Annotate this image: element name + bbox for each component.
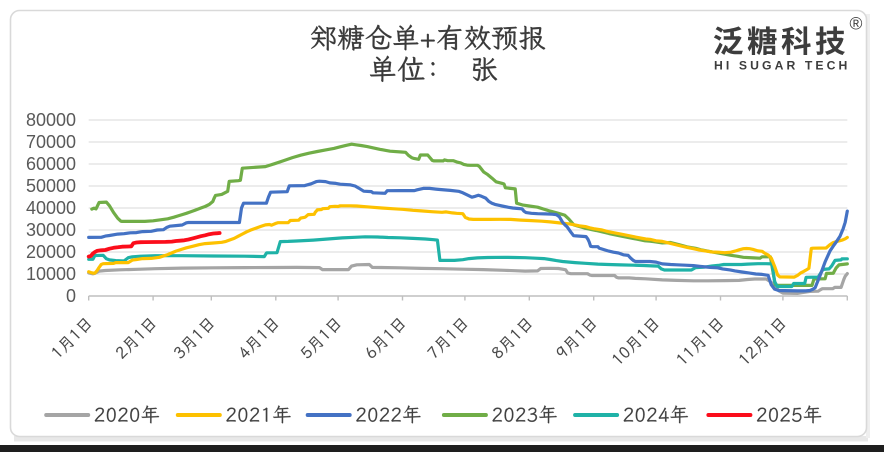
svg-text:20000: 20000 (26, 242, 76, 262)
svg-text:80000: 80000 (26, 110, 76, 130)
svg-text:HI SUGAR TECH: HI SUGAR TECH (714, 59, 850, 73)
svg-text:0: 0 (66, 286, 76, 306)
svg-text:®: ® (850, 14, 863, 34)
svg-text:60000: 60000 (26, 154, 76, 174)
svg-text:10000: 10000 (26, 264, 76, 284)
svg-text:50000: 50000 (26, 176, 76, 196)
svg-text:40000: 40000 (26, 198, 76, 218)
svg-text:30000: 30000 (26, 220, 76, 240)
svg-text:70000: 70000 (26, 132, 76, 152)
